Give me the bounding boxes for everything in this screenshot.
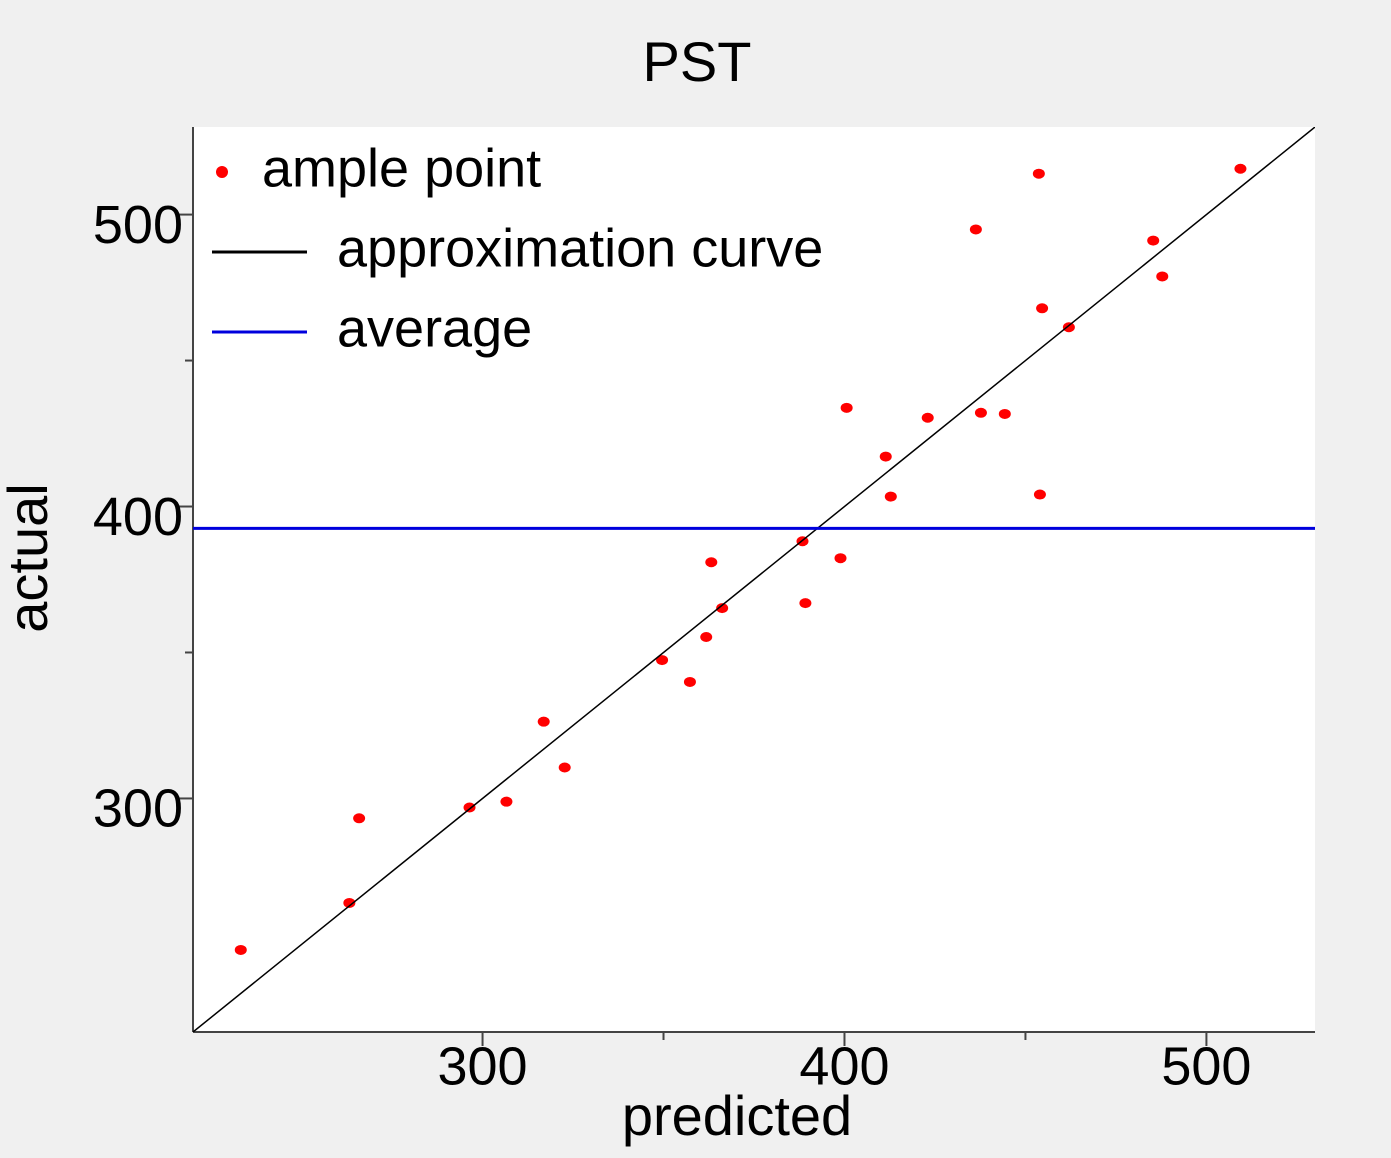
approximation-line	[193, 127, 1315, 1032]
point	[705, 557, 718, 568]
legend-label: ample point	[262, 138, 541, 198]
x-tick-label: 500	[1161, 1036, 1251, 1096]
point	[1033, 489, 1046, 500]
point	[500, 796, 513, 807]
point	[234, 944, 247, 955]
point	[921, 412, 934, 423]
point	[683, 676, 696, 687]
x-tick-label: 300	[437, 1036, 527, 1096]
point	[1156, 271, 1169, 282]
point	[884, 491, 897, 502]
y-tick-label: 400	[93, 487, 183, 547]
point	[537, 716, 550, 727]
point	[1062, 322, 1075, 333]
point	[840, 402, 853, 413]
point	[1147, 235, 1160, 246]
point	[1036, 303, 1049, 314]
point	[656, 655, 669, 666]
point	[716, 603, 729, 614]
point	[463, 802, 476, 813]
point	[974, 407, 987, 418]
x-tick-label: 400	[799, 1036, 889, 1096]
point	[998, 408, 1011, 419]
point	[700, 632, 713, 643]
y-axis-label: actual	[0, 483, 59, 632]
point	[343, 897, 356, 908]
y-tick-label: 500	[93, 195, 183, 255]
legend-label: average	[337, 298, 532, 358]
y-tick-label: 300	[93, 779, 183, 839]
legend-label: approximation curve	[337, 218, 823, 278]
point	[879, 451, 892, 462]
point	[834, 553, 847, 564]
point	[353, 813, 366, 824]
legend-marker	[216, 166, 228, 178]
point	[1234, 163, 1247, 174]
chart-title: PST	[643, 30, 752, 93]
point	[558, 762, 571, 773]
point	[1032, 168, 1045, 179]
x-axis-label: predicted	[622, 1084, 852, 1147]
point	[969, 224, 982, 235]
point	[799, 598, 812, 609]
